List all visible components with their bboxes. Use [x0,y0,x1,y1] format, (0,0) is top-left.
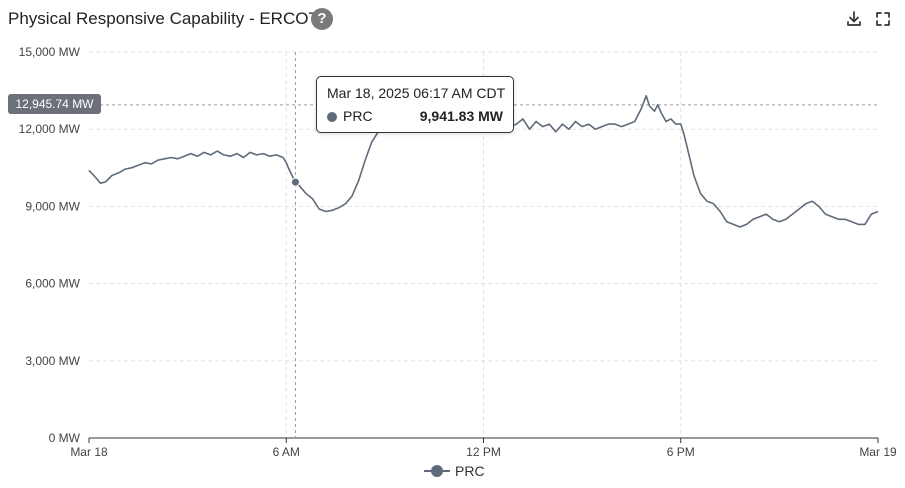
help-icon[interactable]: ? [311,8,333,30]
y-axis: 0 MW 3,000 MW 6,000 MW 9,000 MW 12,000 MW 15,… [19,45,81,445]
y-tick-label: 3,000 MW [25,354,80,368]
tooltip-series-marker [327,112,337,122]
y-tick-label: 6,000 MW [25,277,80,291]
x-tick-label: 6 PM [667,445,695,459]
x-tick-label: 6 AM [273,445,300,459]
crosshair [100,52,878,438]
legend-label: PRC [455,463,485,479]
x-tick-label: Mar 18 [70,445,108,459]
download-icon[interactable] [845,10,863,28]
x-axis: Mar 18 6 AM 12 PM 6 PM Mar 19 [70,437,897,459]
fullscreen-icon[interactable] [874,10,892,28]
legend-marker [431,465,443,477]
chart-title: Physical Responsive Capability - ERCOT [8,9,319,28]
y-tick-label: 15,000 MW [19,45,81,59]
tooltip-series-name: PRC [343,108,373,124]
y-tick-label: 12,000 MW [19,122,81,136]
hover-point-marker [290,177,300,187]
chart-header: Physical Responsive Capability - ERCOT ? [0,0,905,38]
crosshair-y-label: 12,945.74 MW [8,94,101,114]
y-tick-label: 0 MW [49,431,81,445]
x-tick-label: 12 PM [466,445,501,459]
x-tick-label: Mar 19 [859,445,897,459]
y-tick-label: 9,000 MW [25,199,80,213]
tooltip: Mar 18, 2025 06:17 AM CDT PRC 9,941.83 M… [316,76,514,133]
tooltip-value: 9,941.83 MW [419,108,503,124]
tooltip-timestamp: Mar 18, 2025 06:17 AM CDT [327,85,506,101]
